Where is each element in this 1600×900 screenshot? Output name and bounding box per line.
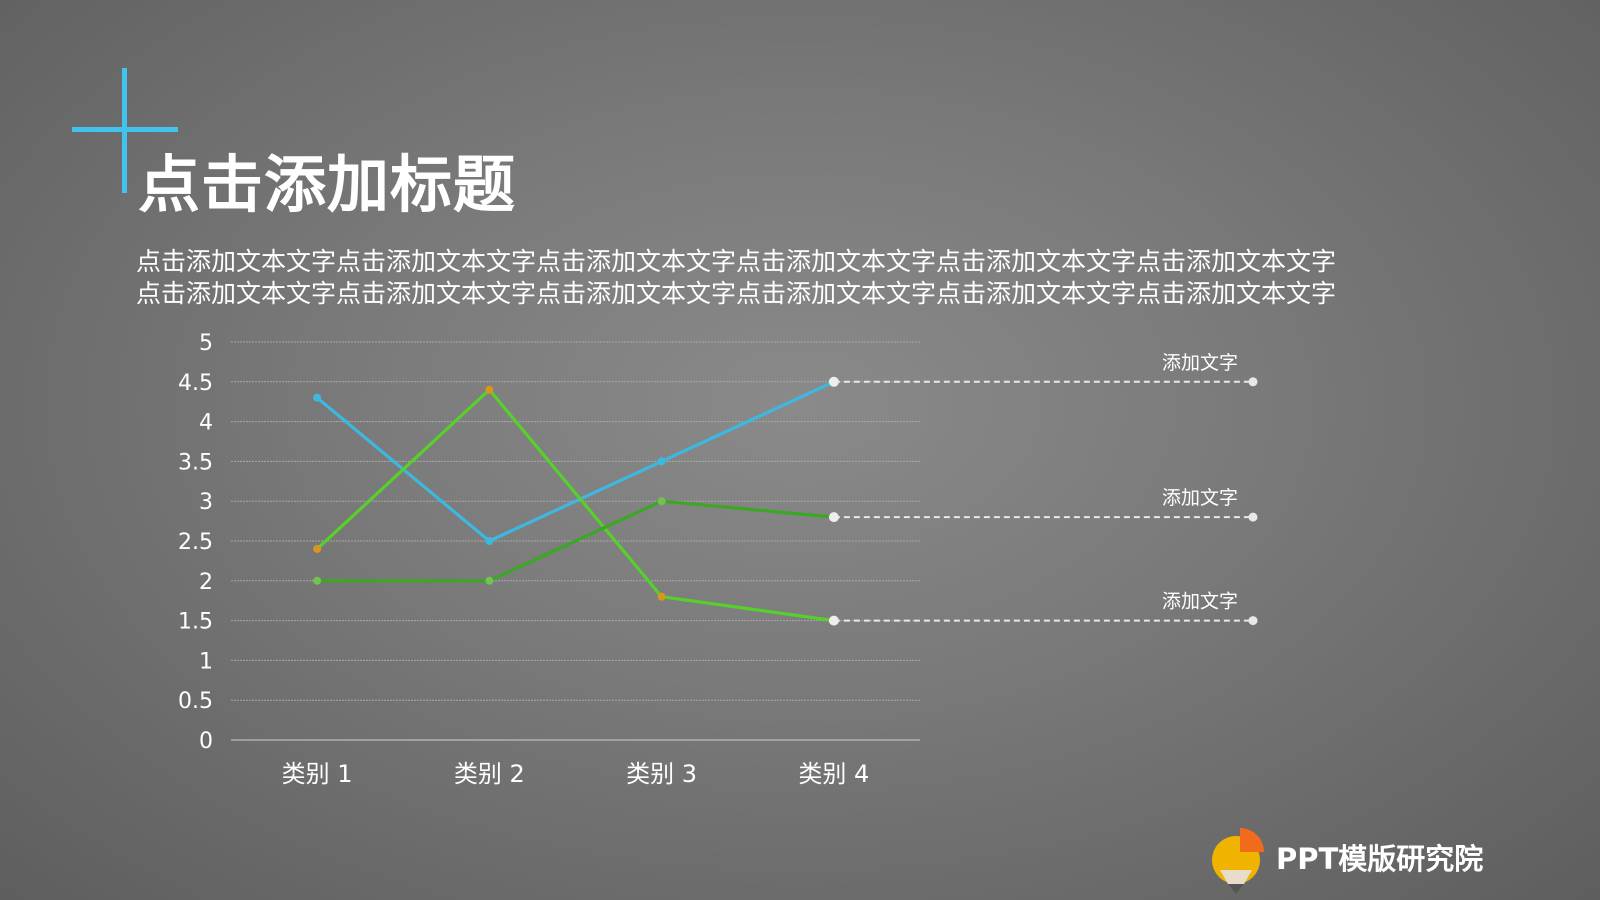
x-tick-label: 类别 1: [282, 760, 353, 788]
data-point: [828, 512, 839, 523]
data-point: [485, 385, 494, 394]
data-point: [485, 576, 494, 585]
y-tick-label: 1.5: [178, 610, 213, 635]
x-tick-label: 类别 3: [626, 760, 697, 788]
data-point: [657, 457, 666, 466]
x-tick-label: 类别 2: [454, 760, 525, 788]
y-tick-label: 4.5: [178, 371, 213, 396]
slide-title[interactable]: 点击添加标题: [138, 148, 517, 221]
data-point: [657, 497, 666, 506]
callout-end-point: [1248, 512, 1258, 522]
brand-name: PPT模版研究院: [1276, 842, 1484, 876]
callout-label: 添加文字: [1162, 487, 1238, 509]
callout-label: 添加文字: [1162, 591, 1238, 613]
series-line-3: [317, 499, 835, 583]
body-line: 点击添加文本文字点击添加文本文字点击添加文本文字点击添加文本文字点击添加文本文字…: [136, 247, 1337, 276]
series-line-2: [316, 388, 835, 623]
data-point: [313, 544, 322, 553]
body-line: 点击添加文本文字点击添加文本文字点击添加文本文字点击添加文本文字点击添加文本文字…: [136, 279, 1337, 308]
data-point: [828, 615, 839, 626]
y-tick-label: 3.5: [178, 450, 213, 475]
data-point: [313, 576, 322, 585]
y-tick-label: 5: [199, 331, 213, 356]
y-tick-label: 0: [199, 729, 213, 754]
data-point: [828, 376, 839, 387]
y-tick-label: 3: [199, 490, 213, 515]
data-point: [657, 592, 666, 601]
data-point: [313, 393, 322, 402]
body-text[interactable]: 点击添加文本文字点击添加文本文字点击添加文本文字点击添加文本文字点击添加文本文字…: [136, 246, 1436, 310]
y-tick-label: 4: [199, 411, 213, 436]
y-tick-label: 2.5: [178, 530, 213, 555]
callout-end-point: [1248, 377, 1258, 387]
callout-end-point: [1248, 616, 1258, 626]
callout-label: 添加文字: [1162, 352, 1238, 374]
accent-cross-horizontal: [72, 127, 178, 132]
y-tick-label: 1: [199, 649, 213, 674]
brand-logo-icon: [1212, 828, 1264, 894]
x-tick-label: 类别 4: [798, 760, 869, 788]
y-tick-label: 0.5: [178, 689, 213, 714]
data-point: [485, 537, 494, 545]
y-tick-label: 2: [199, 570, 213, 595]
